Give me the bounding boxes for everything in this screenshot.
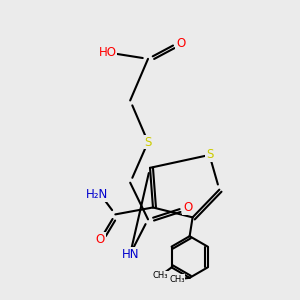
Text: H₂N: H₂N: [86, 188, 108, 201]
Text: HN: HN: [122, 248, 139, 260]
Text: O: O: [183, 201, 192, 214]
Text: S: S: [206, 148, 213, 161]
Text: HO: HO: [98, 46, 116, 59]
Text: O: O: [96, 233, 105, 246]
Text: O: O: [176, 37, 185, 50]
Text: CH₃: CH₃: [153, 271, 168, 280]
Text: CH₃: CH₃: [169, 275, 185, 284]
Text: S: S: [144, 136, 152, 148]
